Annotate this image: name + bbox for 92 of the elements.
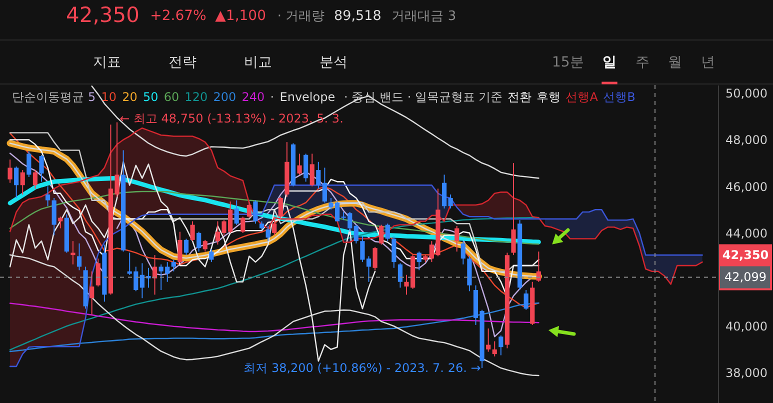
- text: 240: [242, 90, 265, 104]
- text: 20: [122, 90, 138, 104]
- annotation: ·: [270, 90, 274, 104]
- y-tick-label: 46,000: [726, 180, 768, 194]
- text: 일: [602, 54, 617, 70]
- candlestick: [416, 251, 422, 271]
- line-series: [9, 161, 376, 362]
- candlestick: [498, 334, 504, 356]
- annotation: 최저 38,200 (+10.86%) - 2023. 7. 26. →: [244, 361, 481, 376]
- candlestick: [20, 170, 25, 195]
- candlestick: [32, 170, 38, 190]
- candlestick: [240, 216, 246, 234]
- candlestick: [385, 223, 390, 242]
- text: 선행A: [566, 90, 599, 104]
- y-tick-label: 40,000: [726, 320, 768, 334]
- y-tick-label: 48,000: [726, 133, 768, 148]
- text: 42,350: [66, 3, 140, 27]
- y-tick-label: 38,000: [726, 366, 768, 380]
- candlestick: [253, 200, 258, 224]
- candlestick: [272, 216, 277, 236]
- candlestick: [492, 340, 497, 357]
- candlestick: [266, 225, 270, 242]
- text: 기준: [478, 90, 503, 104]
- text: 거래대금 3: [392, 9, 456, 24]
- text: Envelope: [280, 90, 336, 104]
- text: 지표: [93, 54, 121, 70]
- text: ▲1,100: [215, 8, 266, 24]
- text: 5: [88, 90, 96, 104]
- candlestick: [398, 262, 403, 288]
- candlestick: [392, 236, 396, 268]
- candlestick: [372, 246, 378, 271]
- text: 년: [700, 54, 715, 70]
- line-series: [9, 254, 540, 376]
- candlestick: [322, 167, 327, 204]
- text: 60: [164, 90, 180, 104]
- text: 50: [142, 90, 158, 104]
- candlestick: [90, 270, 94, 315]
- text: +2.67%: [150, 8, 206, 24]
- text: 10: [101, 90, 117, 104]
- text: 15분: [552, 54, 584, 70]
- candlestick: [8, 159, 12, 184]
- candlestick: [511, 162, 516, 256]
- candlestick: [178, 231, 182, 264]
- candlestick: [246, 200, 252, 218]
- text: 분석: [319, 54, 348, 70]
- candlestick: [171, 259, 176, 272]
- candlestick: [454, 225, 460, 252]
- candlestick: [278, 196, 283, 218]
- line-series: [9, 302, 540, 332]
- y-tick-label: 44,000: [726, 226, 768, 240]
- candlestick: [26, 150, 32, 178]
- text: 비교: [244, 54, 272, 70]
- text: 전략: [168, 54, 196, 70]
- candlestick: [202, 239, 208, 252]
- candlestick: [96, 258, 100, 288]
- candlestick: [70, 240, 76, 265]
- candlestick: [304, 153, 308, 182]
- candlestick: [196, 231, 202, 252]
- text: 89,518: [334, 8, 382, 24]
- candlestick: [524, 290, 528, 310]
- candlestick: [152, 254, 158, 296]
- text: 200: [213, 90, 236, 104]
- candlestick: [316, 161, 321, 190]
- text: 월: [668, 54, 682, 70]
- text: 후행: [536, 90, 561, 104]
- candlestick: [379, 224, 384, 246]
- text: 120: [184, 90, 208, 104]
- legend-title: 단순이동평균: [12, 90, 84, 104]
- candlestick: [190, 220, 195, 242]
- candlestick: [310, 153, 314, 187]
- y-tick-label: 50,000: [726, 86, 768, 101]
- text: · 거래량: [277, 9, 325, 24]
- candlestick: [486, 328, 491, 352]
- candlestick: [14, 166, 19, 198]
- candlestick: [58, 216, 63, 229]
- candlestick: [39, 154, 44, 182]
- candlestick: [460, 240, 466, 265]
- candlestick: [209, 248, 214, 263]
- candlestick: [448, 194, 453, 209]
- candlestick: [76, 242, 82, 271]
- text: 주: [635, 54, 650, 70]
- candlestick: [184, 238, 189, 256]
- text: 선행B: [603, 90, 636, 104]
- candlestick: [442, 174, 447, 209]
- text: 전환: [508, 90, 532, 104]
- candlestick: [45, 186, 50, 207]
- candlestick: [234, 200, 239, 226]
- line-series: [9, 127, 703, 285]
- ref-line-label: 42,099: [724, 270, 766, 284]
- text: 42,350: [722, 248, 769, 262]
- candlestick: [297, 153, 302, 176]
- candlestick: [354, 224, 358, 244]
